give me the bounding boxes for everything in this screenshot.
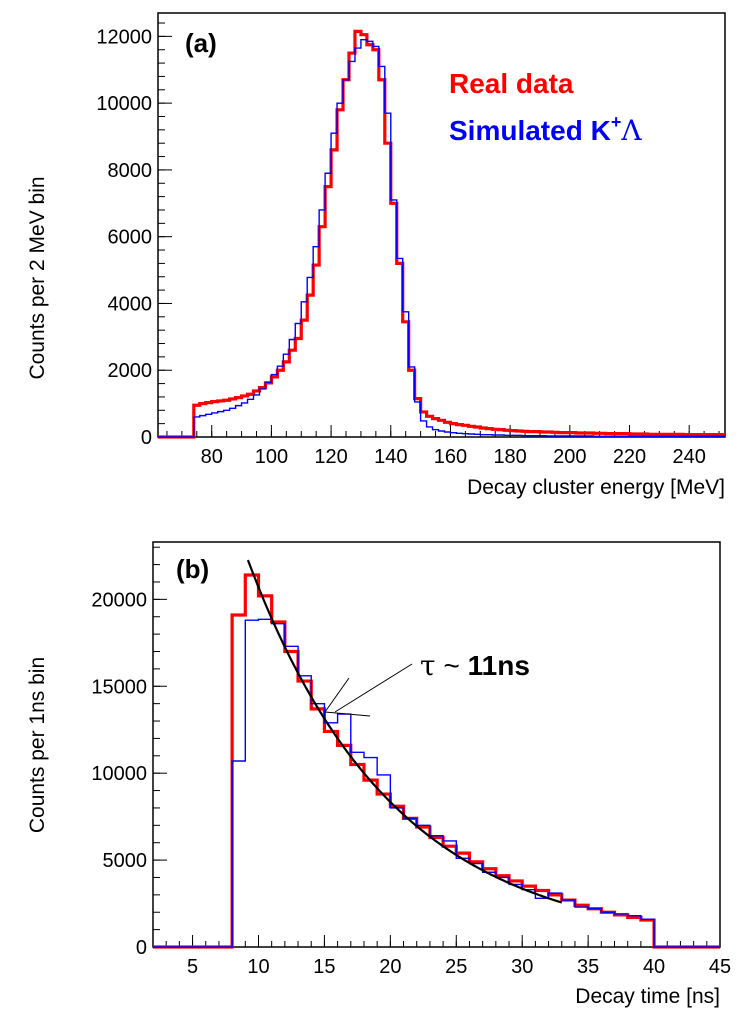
- panel-a: 80 100 120 140 160 180 200 220 240 0 2000 4000 6000 8…: [26, 12, 726, 499]
- x-axis-title-a: Decay cluster energy [MeV]: [467, 476, 725, 499]
- tau-annotation: τ ~ 11ns: [324, 649, 530, 717]
- histogram-simulated-k: [158, 39, 725, 438]
- x-tick-label: 10: [247, 956, 269, 978]
- series-b: [153, 559, 720, 949]
- x-tick-label: 25: [445, 956, 467, 978]
- x-tick-label: 15: [313, 956, 335, 978]
- x-tick-label: 180: [493, 446, 526, 468]
- y-tick-label: 12000: [96, 26, 152, 48]
- y-axis-title-a: Counts per 2 MeV bin: [26, 176, 49, 379]
- y-tick-label: 15000: [91, 676, 147, 698]
- panel-label-b: (b): [176, 554, 209, 584]
- histogram-real-data: [158, 29, 725, 439]
- legend-simulated-lambda: Λ: [620, 114, 642, 147]
- tau-value: ~ 11ns: [444, 650, 530, 681]
- x-tick-label: 140: [374, 446, 407, 468]
- legend-simulated-prefix: Simulated K: [449, 115, 611, 146]
- y-tick-label: 0: [136, 937, 147, 959]
- tau-symbol: τ: [420, 649, 436, 682]
- plot-frame-a: [157, 12, 726, 438]
- x-axis-title-b: Decay time [ns]: [575, 985, 720, 1008]
- annotation-arrow-line-3: [324, 711, 371, 717]
- series-a: [158, 29, 725, 439]
- x-tick-label: 120: [314, 446, 347, 468]
- legend-simulated-sup: +: [611, 112, 622, 132]
- legend-real-data: Real data: [449, 68, 574, 99]
- panel-label-a: (a): [185, 28, 217, 58]
- axis-ticks-a: 80 100 120 140 160 180 200 220 240 0 2000 4000 6000 8…: [96, 22, 720, 468]
- y-axis-title-b: Counts per 1ns bin: [26, 657, 49, 833]
- y-tick-label: 4000: [108, 293, 153, 315]
- legend-simulated: Simulated K+Λ: [449, 112, 642, 147]
- x-tick-label: 20: [379, 956, 401, 978]
- axis-ticks-b: 5 10 15 20 25 30 35 40 45 0 5000 10000 15000 20000: [91, 546, 731, 978]
- x-tick-label: 80: [201, 446, 223, 468]
- y-tick-label: 0: [141, 427, 152, 449]
- y-tick-label: 10000: [96, 93, 152, 115]
- y-tick-label: 5000: [103, 850, 148, 872]
- x-tick-label: 160: [434, 446, 467, 468]
- plot-frame-b: [152, 541, 721, 948]
- annotation-arrow-line-1: [334, 663, 413, 713]
- tau-text: τ ~ 11ns: [420, 649, 530, 682]
- y-tick-label: 2000: [108, 360, 153, 382]
- y-tick-label: 6000: [108, 227, 153, 249]
- x-tick-label: 5: [187, 956, 198, 978]
- x-tick-label: 45: [709, 956, 731, 978]
- x-tick-label: 40: [643, 956, 665, 978]
- x-tick-label: 200: [553, 446, 586, 468]
- tau-number: 11ns: [468, 650, 530, 681]
- tau-tilde: ~: [444, 650, 468, 681]
- y-tick-label: 10000: [91, 763, 147, 785]
- x-tick-label: 30: [511, 956, 533, 978]
- y-tick-label: 8000: [108, 160, 153, 182]
- x-tick-label: 240: [673, 446, 706, 468]
- histogram-simulated: [153, 618, 720, 948]
- y-tick-label: 20000: [91, 589, 147, 611]
- x-tick-label: 220: [613, 446, 646, 468]
- x-tick-label: 35: [577, 956, 599, 978]
- panel-b: 5 10 15 20 25 30 35 40 45 0 5000 10000 15000 20000 (b…: [26, 541, 731, 1008]
- exponential-fit-curve: [246, 559, 563, 904]
- annotation-arrow-line-2: [324, 677, 350, 713]
- x-tick-label: 100: [255, 446, 288, 468]
